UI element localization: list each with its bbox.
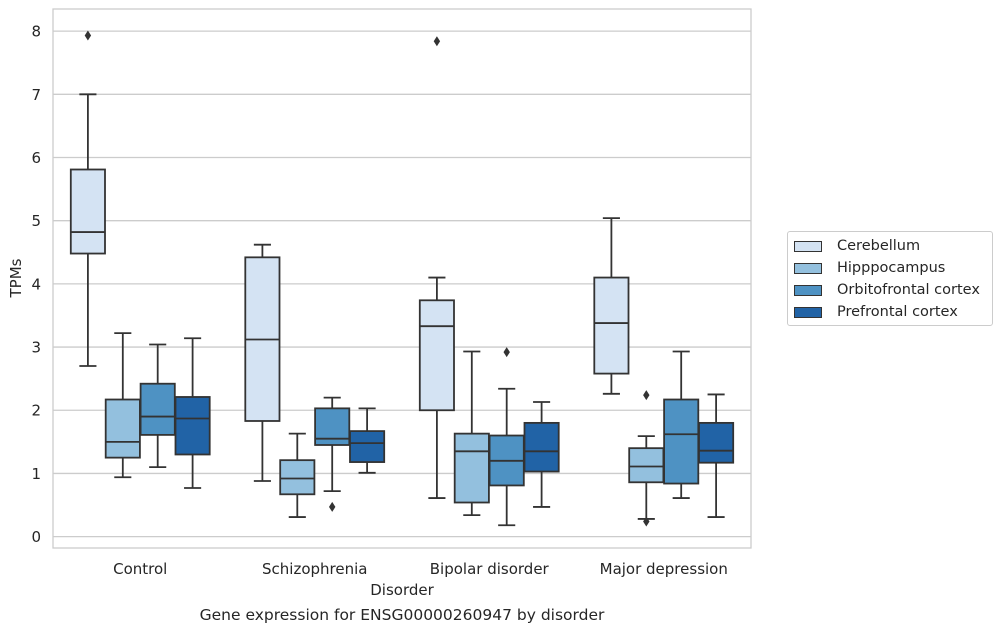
y-tick-label: 5 <box>31 212 41 230</box>
box-cerebellum-2 <box>418 36 455 499</box>
y-tick-label: 2 <box>31 402 41 420</box>
y-tick-label: 0 <box>31 528 41 546</box>
plot-area-frame <box>52 8 752 549</box>
legend-swatch-hippocampus <box>794 262 822 274</box>
box-prefrontal-cortex-2 <box>523 401 560 508</box>
outlier-point <box>84 30 92 41</box>
box-hipppocampus-3 <box>628 390 665 527</box>
figure-caption: Gene expression for ENSG00000260947 by d… <box>199 606 605 624</box>
box-orbitofrontal-cortex-2 <box>488 347 525 527</box>
box-iqr <box>628 447 665 484</box>
outlier-point <box>643 390 650 401</box>
box-iqr <box>279 459 316 496</box>
y-tick-label: 6 <box>31 149 41 167</box>
box-hipppocampus-2 <box>453 350 490 517</box>
legend-item-hippocampus: Hipppocampus <box>794 259 945 277</box>
x-tick-label: Control <box>113 560 167 578</box>
box-marks <box>69 30 735 527</box>
y-tick-labels: 0 1 2 3 4 5 6 7 8 <box>31 23 41 547</box>
y-tick-label: 3 <box>31 339 41 357</box>
box-cerebellum-1 <box>244 243 281 482</box>
legend-item-orbitofrontal-cortex: Orbitofrontal cortex <box>794 281 980 299</box>
legend: Cerebellum Hipppocampus Orbitofrontal co… <box>787 231 993 326</box>
legend-swatch-cerebellum <box>794 240 822 252</box>
box-iqr <box>663 398 700 485</box>
y-tick-label: 1 <box>31 465 41 483</box>
box-iqr <box>139 382 176 436</box>
box-prefrontal-cortex-1 <box>349 407 386 474</box>
box-hipppocampus-0 <box>104 332 141 479</box>
box-iqr <box>174 396 211 456</box>
box-iqr <box>523 421 560 473</box>
outlier-point <box>643 516 650 527</box>
box-iqr <box>593 276 630 375</box>
legend-swatch-prefrontal-cortex <box>794 306 822 318</box>
outlier-point <box>329 501 336 512</box>
box-hipppocampus-1 <box>279 432 316 518</box>
box-iqr <box>418 299 455 412</box>
box-iqr <box>349 430 386 463</box>
legend-label: Orbitofrontal cortex <box>837 282 980 298</box>
box-iqr <box>104 398 141 459</box>
legend-item-prefrontal-cortex: Prefrontal cortex <box>794 303 958 321</box>
box-iqr <box>69 168 106 255</box>
y-axis-title: TPMs <box>7 258 25 298</box>
box-orbitofrontal-cortex-3 <box>663 350 700 499</box>
legend-label: Prefrontal cortex <box>837 304 958 320</box>
outlier-point <box>503 347 510 358</box>
outlier-point <box>433 36 441 47</box>
y-tick-label: 7 <box>31 86 41 104</box>
box-cerebellum-0 <box>69 30 106 367</box>
x-tick-labels: Control Schizophrenia Bipolar disorder Majo… <box>113 560 728 578</box>
x-tick-label: Major depression <box>600 560 728 578</box>
box-orbitofrontal-cortex-0 <box>139 343 176 469</box>
box-prefrontal-cortex-3 <box>698 393 735 518</box>
y-tick-label: 8 <box>31 23 41 41</box>
x-tick-label: Schizophrenia <box>262 560 367 578</box>
x-axis-title: Disorder <box>370 581 434 599</box>
legend-label: Cerebellum <box>837 238 921 254</box>
legend-item-cerebellum: Cerebellum <box>794 237 920 255</box>
box-iqr <box>453 432 490 504</box>
y-tick-label: 4 <box>31 275 41 293</box>
box-prefrontal-cortex-0 <box>174 337 211 489</box>
box-orbitofrontal-cortex-1 <box>314 396 351 512</box>
legend-swatch-orbitofrontal-cortex <box>794 284 822 296</box>
box-cerebellum-3 <box>593 217 630 395</box>
legend-label: Hipppocampus <box>837 260 946 276</box>
x-tick-label: Bipolar disorder <box>430 560 550 578</box>
box-iqr <box>698 421 735 464</box>
